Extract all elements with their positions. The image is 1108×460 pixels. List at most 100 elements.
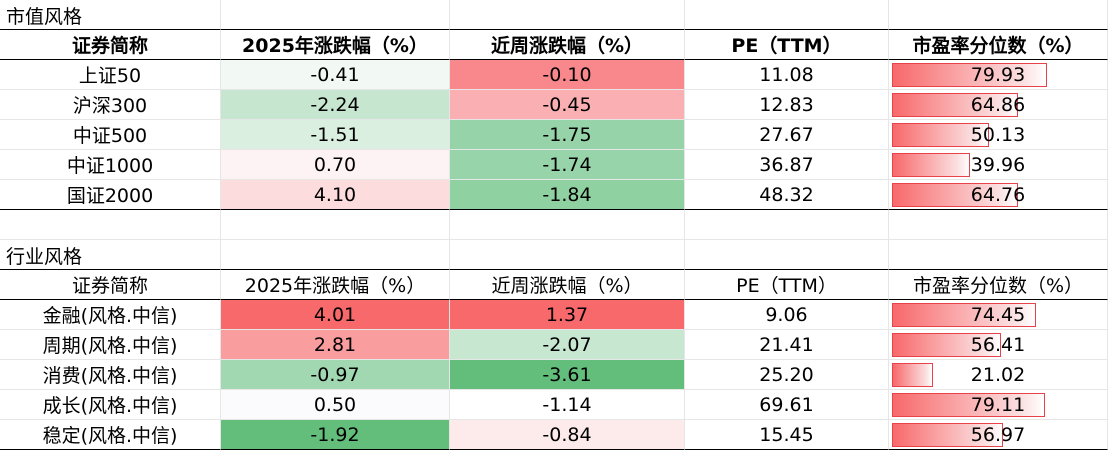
- column-header-weekly-change[interactable]: 近周涨跌幅（%）: [450, 30, 685, 60]
- grid-cell[interactable]: [450, 0, 685, 30]
- grid-cell[interactable]: [889, 210, 1108, 240]
- security-name-cell[interactable]: 稳定(风格.中信): [0, 420, 221, 450]
- weekly-change-cell[interactable]: -0.84: [450, 420, 685, 450]
- pe-percentile-cell[interactable]: 74.45: [889, 300, 1108, 330]
- column-header-pe-percentile[interactable]: 市盈率分位数（%）: [889, 30, 1108, 60]
- table-row: 成长(风格.中信) 0.50 -1.14 69.61 79.11: [0, 390, 1108, 420]
- data-bar: [892, 393, 1045, 417]
- pe-ttm-cell[interactable]: 25.20: [685, 360, 889, 390]
- security-name-cell[interactable]: 国证2000: [0, 180, 221, 210]
- pe-ttm-cell[interactable]: 27.67: [685, 120, 889, 150]
- data-bar: [892, 423, 1003, 447]
- grid-cell[interactable]: [450, 210, 685, 240]
- column-header-ytd-change[interactable]: 2025年涨跌幅（%）: [221, 270, 450, 300]
- table-row: 沪深300 -2.24 -0.45 12.83 64.86: [0, 90, 1108, 120]
- table-row: 上证50 -0.41 -0.10 11.08 79.93: [0, 60, 1108, 90]
- pe-percentile-value: 74.45: [970, 303, 1026, 326]
- security-name-cell[interactable]: 周期(风格.中信): [0, 330, 221, 360]
- grid-cell[interactable]: [221, 210, 450, 240]
- data-bar: [892, 93, 1018, 117]
- ytd-change-cell[interactable]: -0.41: [221, 60, 450, 90]
- pe-percentile-value: 64.76: [970, 183, 1026, 206]
- pe-percentile-cell[interactable]: 79.93: [889, 60, 1108, 90]
- pe-ttm-cell[interactable]: 48.32: [685, 180, 889, 210]
- security-name-cell[interactable]: 上证50: [0, 60, 221, 90]
- grid-cell[interactable]: [889, 240, 1108, 270]
- ytd-change-cell[interactable]: 4.01: [221, 300, 450, 330]
- ytd-change-cell[interactable]: 0.70: [221, 150, 450, 180]
- security-name-cell[interactable]: 成长(风格.中信): [0, 390, 221, 420]
- pe-ttm-cell[interactable]: 36.87: [685, 150, 889, 180]
- pe-percentile-value: 21.02: [970, 363, 1026, 386]
- column-header-security-name[interactable]: 证券简称: [0, 270, 221, 300]
- ytd-change-cell[interactable]: -0.97: [221, 360, 450, 390]
- column-header-ytd-change[interactable]: 2025年涨跌幅（%）: [221, 30, 450, 60]
- grid-cell[interactable]: [685, 0, 889, 30]
- grid-cell[interactable]: [685, 240, 889, 270]
- pe-percentile-cell[interactable]: 56.41: [889, 330, 1108, 360]
- pe-percentile-value: 56.41: [970, 333, 1026, 356]
- grid-cell[interactable]: [685, 210, 889, 240]
- grid-cell[interactable]: [889, 0, 1108, 30]
- grid-cell[interactable]: [221, 0, 450, 30]
- weekly-change-cell[interactable]: -0.10: [450, 60, 685, 90]
- pe-percentile-cell[interactable]: 39.96: [889, 150, 1108, 180]
- column-header-pe-percentile[interactable]: 市盈率分位数（%）: [889, 270, 1108, 300]
- table-row: 消费(风格.中信) -0.97 -3.61 25.20 21.02: [0, 360, 1108, 390]
- security-name-cell[interactable]: 沪深300: [0, 90, 221, 120]
- column-header-pe-ttm[interactable]: PE（TTM）: [685, 270, 889, 300]
- data-bar: [892, 153, 970, 177]
- pe-percentile-cell[interactable]: 64.76: [889, 180, 1108, 210]
- pe-ttm-cell[interactable]: 9.06: [685, 300, 889, 330]
- pe-percentile-cell[interactable]: 79.11: [889, 390, 1108, 420]
- weekly-change-cell[interactable]: -1.74: [450, 150, 685, 180]
- grid-cell[interactable]: [0, 210, 221, 240]
- weekly-change-cell[interactable]: -1.14: [450, 390, 685, 420]
- pe-percentile-value: 79.11: [970, 393, 1026, 416]
- pe-ttm-cell[interactable]: 21.41: [685, 330, 889, 360]
- security-name-cell[interactable]: 中证500: [0, 120, 221, 150]
- weekly-change-cell[interactable]: -1.84: [450, 180, 685, 210]
- weekly-change-cell[interactable]: 1.37: [450, 300, 685, 330]
- table-row: 周期(风格.中信) 2.81 -2.07 21.41 56.41: [0, 330, 1108, 360]
- pe-percentile-value: 79.93: [970, 63, 1026, 86]
- pe-ttm-cell[interactable]: 69.61: [685, 390, 889, 420]
- ytd-change-cell[interactable]: 4.10: [221, 180, 450, 210]
- data-bar: [892, 63, 1047, 87]
- pe-percentile-value: 50.13: [970, 123, 1026, 146]
- section-title: 行业风格: [6, 245, 83, 268]
- grid-cell[interactable]: [0, 240, 221, 270]
- pe-percentile-cell[interactable]: 50.13: [889, 120, 1108, 150]
- pe-ttm-cell[interactable]: 12.83: [685, 90, 889, 120]
- grid-cell[interactable]: [0, 0, 221, 30]
- ytd-change-cell[interactable]: 2.81: [221, 330, 450, 360]
- pe-percentile-cell[interactable]: 56.97: [889, 420, 1108, 450]
- pe-percentile-cell[interactable]: 21.02: [889, 360, 1108, 390]
- security-name-cell[interactable]: 金融(风格.中信): [0, 300, 221, 330]
- ytd-change-cell[interactable]: -1.92: [221, 420, 450, 450]
- security-name-cell[interactable]: 中证1000: [0, 150, 221, 180]
- column-header-pe-ttm[interactable]: PE（TTM）: [685, 30, 889, 60]
- weekly-change-cell[interactable]: -2.07: [450, 330, 685, 360]
- table-row: 中证1000 0.70 -1.74 36.87 39.96: [0, 150, 1108, 180]
- column-header-weekly-change[interactable]: 近周涨跌幅（%）: [450, 270, 685, 300]
- blank-row: [0, 210, 1108, 240]
- table-header-row: 证券简称 2025年涨跌幅（%） 近周涨跌幅（%） PE（TTM） 市盈率分位数（%）: [0, 270, 1108, 300]
- grid-cell[interactable]: [450, 240, 685, 270]
- column-header-security-name[interactable]: 证券简称: [0, 30, 221, 60]
- ytd-change-cell[interactable]: -2.24: [221, 90, 450, 120]
- pe-ttm-cell[interactable]: 11.08: [685, 60, 889, 90]
- pe-percentile-value: 56.97: [970, 423, 1026, 446]
- security-name-cell[interactable]: 消费(风格.中信): [0, 360, 221, 390]
- weekly-change-cell[interactable]: -0.45: [450, 90, 685, 120]
- data-bar: [892, 363, 933, 387]
- ytd-change-cell[interactable]: -1.51: [221, 120, 450, 150]
- ytd-change-cell[interactable]: 0.50: [221, 390, 450, 420]
- table-row: 国证2000 4.10 -1.84 48.32 64.76: [0, 180, 1108, 210]
- weekly-change-cell[interactable]: -1.75: [450, 120, 685, 150]
- weekly-change-cell[interactable]: -3.61: [450, 360, 685, 390]
- pe-ttm-cell[interactable]: 15.45: [685, 420, 889, 450]
- pe-percentile-cell[interactable]: 64.86: [889, 90, 1108, 120]
- table-row: 稳定(风格.中信) -1.92 -0.84 15.45 56.97: [0, 420, 1108, 450]
- grid-cell[interactable]: [221, 240, 450, 270]
